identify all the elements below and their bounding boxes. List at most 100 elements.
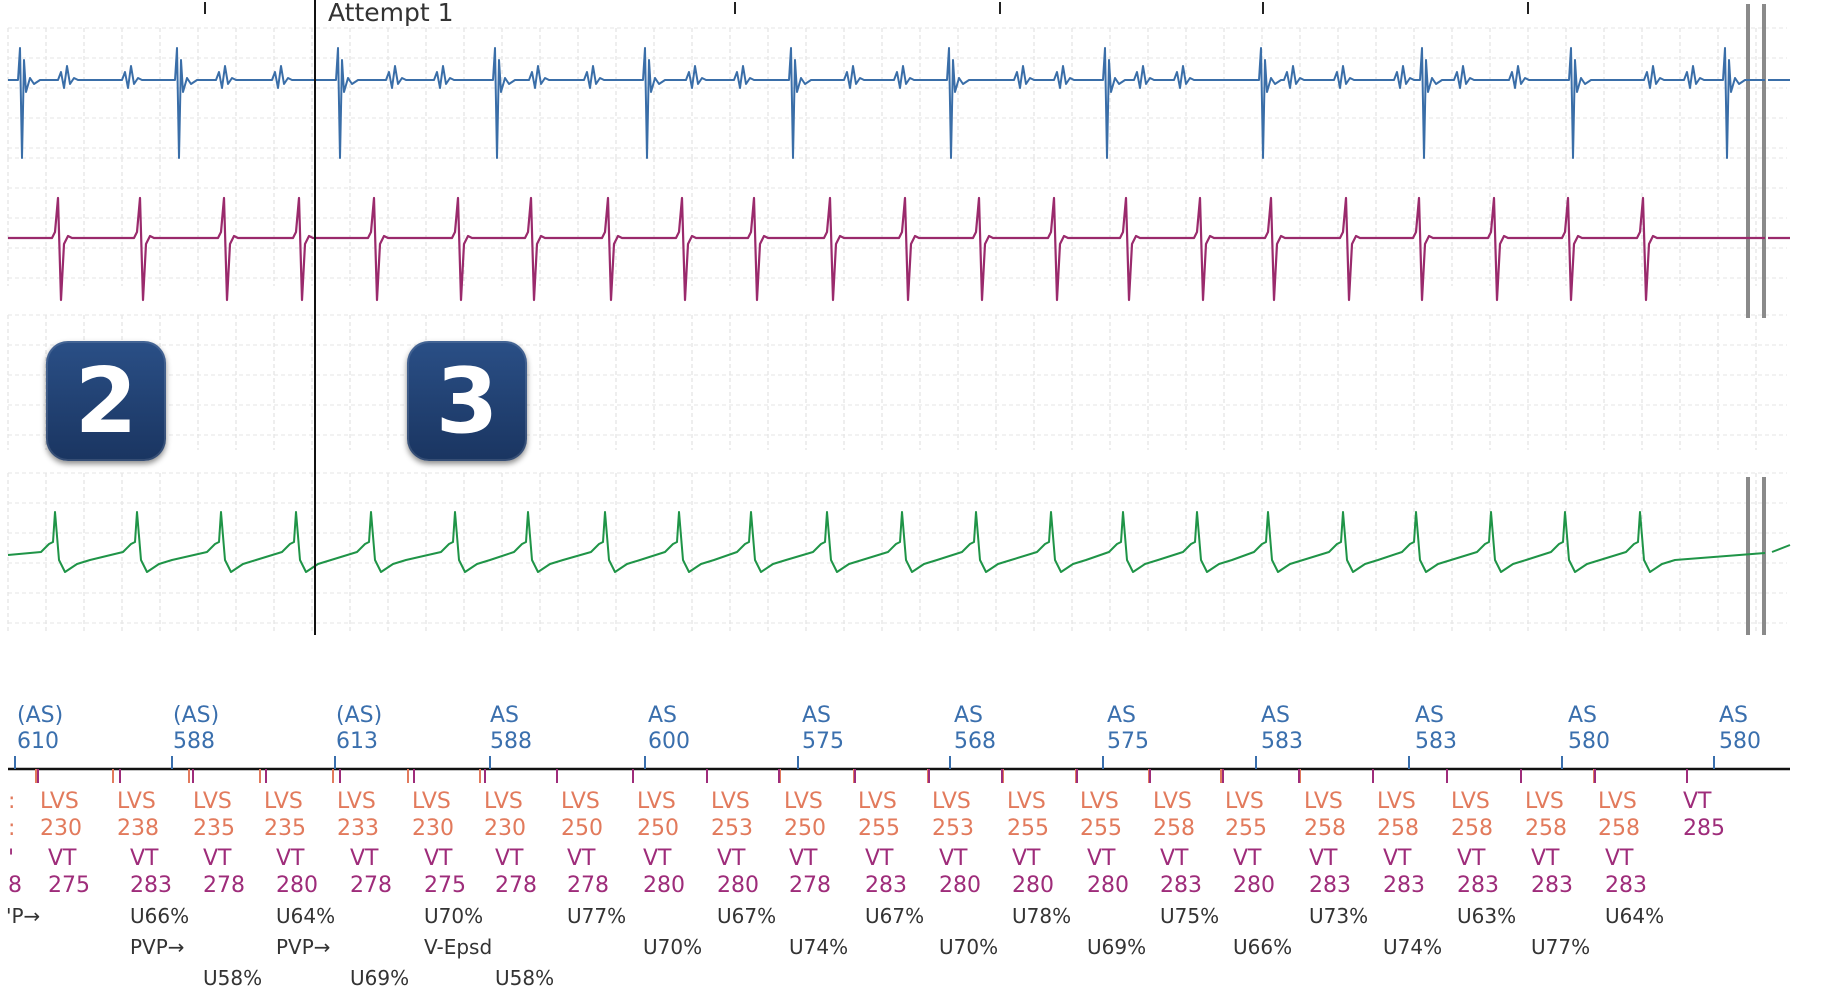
egm-trace-1 [8,47,1790,159]
vt-interval-value: 280 [1087,873,1129,898]
clipped-vt-label: ' [8,846,14,871]
lvs-marker-row: LVS230LVS238LVS235LVS235LVS233LVS230LVS2… [35,769,1725,841]
atrial-interval-value: 568 [954,729,996,754]
clipped-vt-value: 8 [8,873,22,898]
lvs-marker-label: LVS [1525,789,1564,814]
lvs-marker-label: LVS [858,789,897,814]
vt-marker-label: VT [1012,846,1041,871]
vt-interval-value: 280 [1012,873,1054,898]
lvs-interval-value: 258 [1377,816,1419,841]
vt-marker-label: VT [1233,846,1262,871]
lvs-interval-value: 255 [858,816,900,841]
lvs-marker-label: LVS [711,789,750,814]
annotation-row1: U70% [424,904,483,928]
lvs-marker-label: LVS [40,789,79,814]
lvs-interval-value: 258 [1153,816,1195,841]
clipped-lvs-value: : [8,816,15,841]
annotation-row1: U75% [1160,904,1219,928]
atrial-marker-label: (AS) [17,703,63,728]
marker-channel: (AS)610(AS)588(AS)613AS588AS600AS575AS56… [6,703,1790,990]
lvs-marker-label: LVS [1377,789,1416,814]
vt-marker-label: VT [1160,846,1189,871]
atrial-interval-value: 575 [802,729,844,754]
vt-interval-value: 278 [495,873,537,898]
lvs-interval-value: 250 [561,816,603,841]
lvs-marker-label: LVS [1080,789,1119,814]
atrial-marker-label: AS [1568,703,1597,728]
vt-marker-label: VT [643,846,672,871]
vt-interval-value: 280 [939,873,981,898]
annotation-row2: U74% [1383,935,1442,959]
vt-marker-label: VT [1605,846,1634,871]
atrial-marker-label: AS [490,703,519,728]
lvs-interval-value: 253 [711,816,753,841]
lvs-marker-label: LVS [484,789,523,814]
lvs-interval-value: 255 [1007,816,1049,841]
annotation-row2: V-Epsd [424,935,492,959]
vt-interval-value: 278 [350,873,392,898]
atrial-interval-value: 575 [1107,729,1149,754]
vt-interval-value: 275 [48,873,90,898]
vt-interval-value: 278 [789,873,831,898]
final-vt-marker-label: VT [1683,789,1712,814]
vt-marker-label: VT [789,846,818,871]
lvs-interval-value: 258 [1304,816,1346,841]
attempt-label: Attempt 1 [328,0,454,27]
annotation-row3: U58% [495,966,554,990]
annotation-row1: U78% [1012,904,1071,928]
atrial-marker-label: (AS) [173,703,219,728]
lvs-interval-value: 258 [1451,816,1493,841]
annotation-row1: U67% [717,904,776,928]
vt-interval-value: 283 [1309,873,1351,898]
lvs-marker-label: LVS [1451,789,1490,814]
lvs-interval-value: 230 [412,816,454,841]
lvs-interval-value: 255 [1225,816,1267,841]
atrial-interval-value: 583 [1261,729,1303,754]
clipped-note: 'P→ [6,904,40,928]
atrial-marker-label: AS [954,703,983,728]
egm-trace-2 [8,196,1790,302]
egm-traces [7,47,1791,573]
lvs-interval-value: 235 [193,816,235,841]
atrial-marker-label: AS [648,703,677,728]
atrial-marker-row: (AS)610(AS)588(AS)613AS588AS600AS575AS56… [14,703,1761,769]
clipped-lvs-label: : [8,789,15,814]
vt-interval-value: 283 [1605,873,1647,898]
vt-interval-value: 283 [1160,873,1202,898]
lvs-marker-label: LVS [1598,789,1637,814]
annotation-row2: U66% [1233,935,1292,959]
lvs-marker-label: LVS [412,789,451,814]
lvs-interval-value: 230 [40,816,82,841]
vt-interval-value: 280 [1233,873,1275,898]
lvs-interval-value: 230 [484,816,526,841]
lvs-interval-value: 238 [117,816,159,841]
vt-interval-value: 283 [1383,873,1425,898]
lvs-marker-label: LVS [337,789,376,814]
vt-interval-value: 283 [1457,873,1499,898]
lvs-interval-value: 250 [784,816,826,841]
atrial-interval-value: 613 [336,729,378,754]
lvs-marker-label: LVS [1225,789,1264,814]
lvs-interval-value: 235 [264,816,306,841]
annotation-row2: U77% [1531,935,1590,959]
lvs-marker-label: LVS [637,789,676,814]
vt-interval-value: 278 [203,873,245,898]
vt-marker-label: VT [350,846,379,871]
atrial-marker-label: AS [1107,703,1136,728]
lvs-interval-value: 255 [1080,816,1122,841]
annotation-row1: U67% [865,904,924,928]
annotation-row2: U70% [643,935,702,959]
atrial-interval-value: 580 [1568,729,1610,754]
vt-interval-value: 283 [865,873,907,898]
vt-marker-label: VT [1457,846,1486,871]
atrial-interval-value: 588 [173,729,215,754]
lvs-interval-value: 253 [932,816,974,841]
atrial-marker-label: (AS) [336,703,382,728]
annotation-row2: U70% [939,935,998,959]
vt-interval-value: 280 [643,873,685,898]
annotation-row3: U58% [203,966,262,990]
vt-marker-label: VT [567,846,596,871]
lvs-marker-label: LVS [784,789,823,814]
annotation-row1: U64% [276,904,335,928]
